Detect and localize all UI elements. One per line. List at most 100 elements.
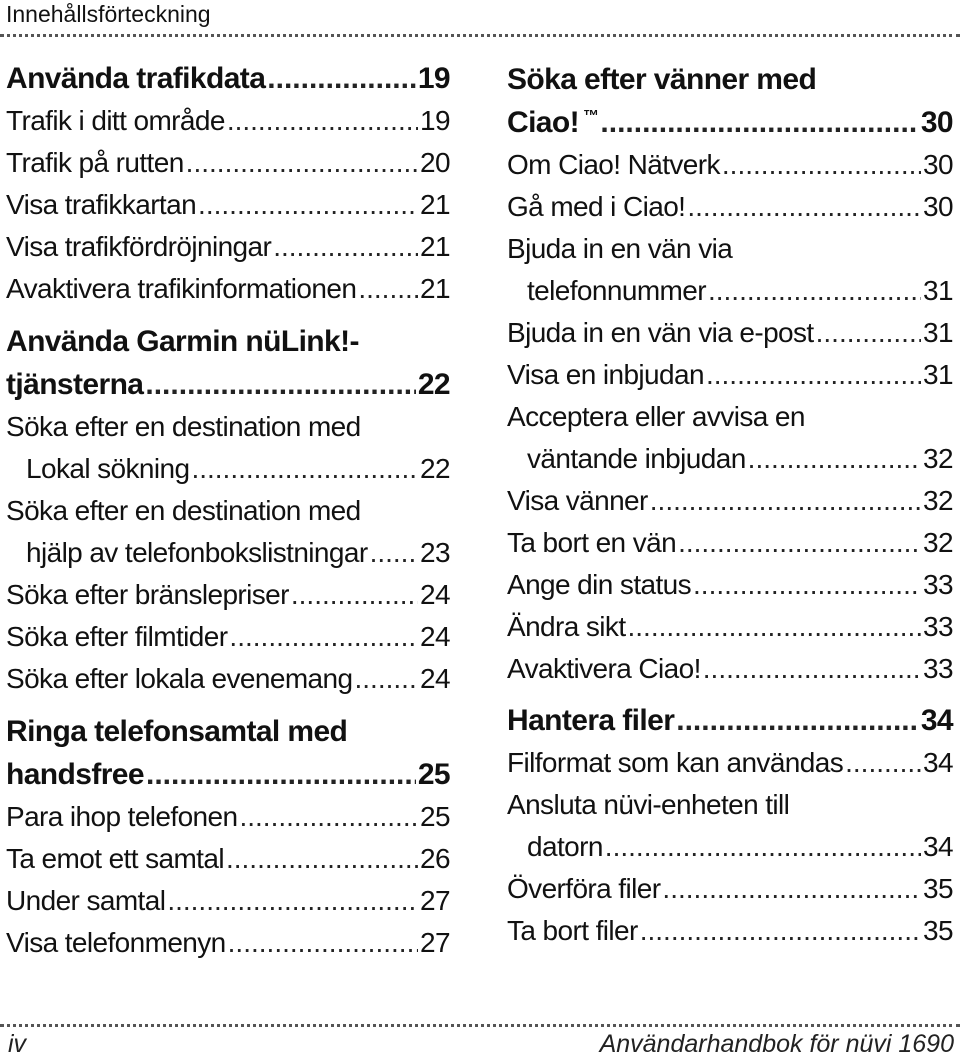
toc-page-number: 32	[923, 527, 954, 558]
toc-section-hantera-filer[interactable]: Hantera filer 34	[507, 700, 954, 742]
toc-page-number: 34	[923, 747, 954, 778]
dot-leader	[600, 102, 918, 144]
toc-section-title-line1[interactable]: Ringa telefonsamtal med	[6, 710, 450, 754]
toc-entry[interactable]: Gå med i Ciao! 30	[507, 186, 954, 228]
toc-entry[interactable]: Para ihop telefonen 25	[6, 796, 451, 838]
dot-leader	[229, 616, 418, 658]
toc-entry-title: Ändra sikt	[507, 611, 626, 642]
toc-entry-title: Under samtal	[6, 885, 166, 916]
toc-entry-title: Ange din status	[507, 569, 692, 600]
dot-leader	[228, 922, 418, 964]
toc-section-anvanda-trafikdata[interactable]: Använda trafikdata 19	[6, 58, 451, 100]
toc-entry[interactable]: Ändra sikt 33	[507, 606, 954, 648]
toc-page-number: 30	[923, 149, 954, 180]
dot-leader	[186, 142, 418, 184]
header-divider	[0, 34, 960, 37]
toc-section-title: handsfree	[6, 758, 145, 791]
toc-page-number: 25	[420, 801, 451, 832]
toc-entry[interactable]: Under samtal 27	[6, 880, 451, 922]
toc-entry[interactable]: Ta bort en vän 32	[507, 522, 954, 564]
dot-leader	[816, 312, 921, 354]
toc-section-handsfree[interactable]: handsfree 25	[6, 754, 451, 796]
toc-right-column: Söka efter vänner med Ciao!™ 30 Om Ciao! …	[507, 58, 954, 952]
toc-entry[interactable]: väntande inbjudan 32	[507, 438, 954, 480]
toc-entry[interactable]: Visa telefonmenyn 27	[6, 922, 451, 964]
toc-entry[interactable]: Om Ciao! Nätverk 30	[507, 144, 954, 186]
toc-entry-title: Visa trafikkartan	[6, 189, 197, 220]
toc-entry-title: Söka efter en destination med	[6, 411, 361, 442]
toc-section-title: Ringa telefonsamtal med	[6, 715, 348, 748]
toc-entry-title: Avaktivera trafikinformationen	[6, 273, 357, 304]
toc-entry-title: datorn	[527, 831, 603, 862]
dot-leader	[687, 186, 921, 228]
dot-leader	[167, 880, 418, 922]
toc-entry-title: Para ihop telefonen	[6, 801, 238, 832]
toc-entry[interactable]: Avaktivera Ciao! 33	[507, 648, 954, 690]
toc-entry[interactable]: Söka efter bränslepriser 24	[6, 574, 451, 616]
toc-page-number: 33	[923, 611, 954, 642]
toc-entry-title: Överföra filer	[507, 873, 661, 904]
toc-entry[interactable]: Bjuda in en vän via e-post 31	[507, 312, 954, 354]
toc-entry[interactable]: Överföra filer 35	[507, 868, 954, 910]
toc-section-title: tjänsterna	[6, 368, 144, 401]
toc-section-garmin-nulink[interactable]: tjänsterna 22	[6, 364, 451, 406]
toc-page-number: 25	[417, 758, 451, 791]
toc-entry-title: Trafik i ditt område	[6, 105, 225, 136]
toc-page-number: 20	[420, 147, 451, 178]
toc-entry[interactable]: Trafik i ditt område 19	[6, 100, 451, 142]
toc-entry[interactable]: Trafik på rutten 20	[6, 142, 451, 184]
toc-entry[interactable]: Ange din status 33	[507, 564, 954, 606]
toc-entry-line1[interactable]: Bjuda in en vän via	[507, 228, 953, 270]
toc-entry-line1[interactable]: Ansluta nüvi-enheten till	[507, 784, 953, 826]
dot-leader	[291, 574, 418, 616]
toc-entry-title: väntande inbjudan	[527, 443, 746, 474]
toc-entry-title: Ta bort en vän	[507, 527, 677, 558]
dot-leader	[267, 58, 416, 100]
toc-entry[interactable]: Söka efter filmtider 24	[6, 616, 451, 658]
toc-entry-title: Söka efter en destination med	[6, 495, 361, 526]
toc-entry-line1[interactable]: Söka efter en destination med	[6, 406, 450, 448]
toc-entry[interactable]: Visa en inbjudan 31	[507, 354, 954, 396]
toc-page-number: 32	[923, 485, 954, 516]
toc-page-number: 24	[420, 621, 451, 652]
footer-manual-title: Användarhandbok för nüvi 1690	[599, 1030, 954, 1058]
toc-entry-title: Visa telefonmenyn	[6, 927, 226, 958]
toc-entry-line1[interactable]: Söka efter en destination med	[6, 490, 450, 532]
toc-page-number: 31	[923, 317, 954, 348]
toc-entry[interactable]: Avaktivera trafikinformationen 21	[6, 268, 451, 310]
toc-section-title-line1[interactable]: Använda Garmin nüLink!-	[6, 320, 450, 364]
toc-section-title: Ciao! ™	[507, 102, 599, 144]
toc-page-number: 31	[923, 275, 954, 306]
toc-page-number: 21	[420, 189, 451, 220]
toc-entry[interactable]: Visa vänner 32	[507, 480, 954, 522]
toc-page-number: 21	[420, 231, 451, 262]
toc-left-column: Använda trafikdata 19 Trafik i ditt områd…	[6, 58, 451, 964]
toc-entry[interactable]: Visa trafikkartan 21	[6, 184, 451, 226]
toc-entry[interactable]: datorn 34	[507, 826, 954, 868]
dot-leader	[628, 606, 922, 648]
dot-leader	[358, 268, 418, 310]
dot-leader	[226, 838, 418, 880]
toc-entry[interactable]: Filformat som kan användas 34	[507, 742, 954, 784]
toc-entry[interactable]: Söka efter lokala evenemang 24	[6, 658, 451, 700]
toc-entry[interactable]: telefonnummer 31	[507, 270, 954, 312]
toc-entry[interactable]: Visa trafikfördröjningar 21	[6, 226, 451, 268]
toc-entry[interactable]: Ta bort filer 35	[507, 910, 954, 952]
footer-page-label: iv	[8, 1030, 27, 1058]
toc-page-number: 21	[420, 273, 451, 304]
toc-section-title: Söka efter vänner med	[507, 63, 817, 96]
toc-entry-title: Trafik på rutten	[6, 147, 184, 178]
toc-entry[interactable]: Lokal sökning 22	[6, 448, 451, 490]
dot-leader	[706, 354, 921, 396]
toc-section-ciao[interactable]: Ciao!™ 30	[507, 102, 954, 144]
dot-leader	[662, 868, 921, 910]
dot-leader	[273, 226, 418, 268]
footer-divider	[0, 1024, 960, 1027]
toc-entry-line1[interactable]: Acceptera eller avvisa en	[507, 396, 953, 438]
toc-entry[interactable]: hjälp av telefonbokslistningar 23	[6, 532, 451, 574]
toc-page-number: 35	[923, 873, 954, 904]
toc-section-title-line1[interactable]: Söka efter vänner med	[507, 58, 953, 102]
dot-leader	[748, 438, 921, 480]
toc-entry[interactable]: Ta emot ett samtal 26	[6, 838, 451, 880]
trademark-symbol: ™	[583, 108, 599, 125]
